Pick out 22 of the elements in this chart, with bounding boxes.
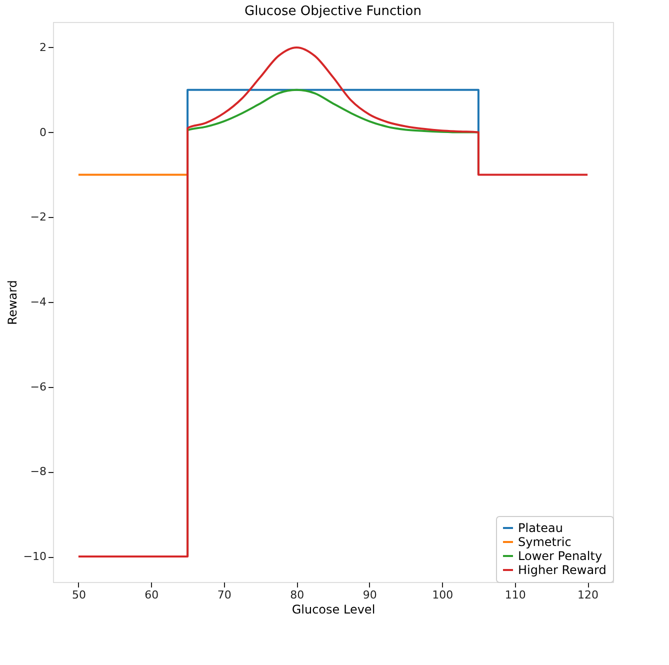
x-tick-label: 100 (432, 588, 454, 602)
chart-title: Glucose Objective Function (244, 4, 422, 19)
x-tick-label: 120 (578, 588, 599, 602)
y-axis-title: Reward (5, 280, 20, 325)
y-tick-label: −4 (30, 296, 46, 308)
x-tick-label: 90 (362, 588, 377, 602)
x-tick-label: 70 (217, 588, 232, 602)
y-tick-label: 2 (40, 40, 46, 54)
x-tick-label: 60 (144, 588, 159, 602)
x-tick-label: 80 (290, 588, 304, 602)
y-tick-label: −10 (23, 550, 46, 564)
legend-label: Lower Penalty (518, 549, 602, 563)
x-tick-label: 110 (504, 588, 526, 602)
legend-label: Plateau (518, 521, 563, 535)
x-tick-label: 50 (72, 588, 86, 602)
y-tick-label: −6 (30, 380, 46, 394)
legend-label: Higher Reward (518, 563, 606, 577)
y-tick-label: 0 (40, 126, 46, 139)
y-tick-label: −8 (30, 465, 46, 478)
legend-label: Symetric (518, 535, 572, 549)
x-axis-title: Glucose Level (292, 602, 376, 616)
y-tick-label: −2 (30, 210, 46, 224)
